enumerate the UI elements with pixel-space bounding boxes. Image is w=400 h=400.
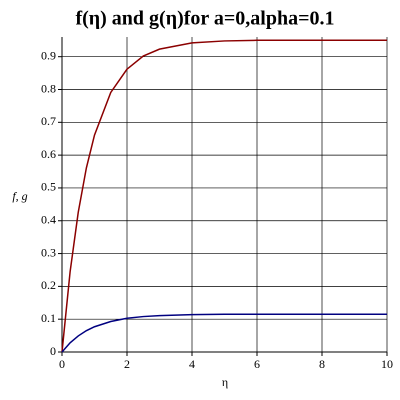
x-tick-label: 8 (319, 357, 325, 371)
x-tick-label: 6 (254, 357, 260, 371)
x-tick-label: 10 (381, 357, 393, 371)
y-tick-label: 0.6 (41, 147, 56, 161)
x-tick-label: 4 (189, 357, 195, 371)
y-tick-label: 0 (50, 344, 56, 358)
x-tick-label: 0 (59, 357, 65, 371)
y-tick-label: 0.9 (41, 48, 56, 62)
y-tick-label: 0.3 (41, 245, 56, 259)
y-tick-label: 0.7 (41, 114, 56, 128)
chart-title: f(η) and g(η)for a=0,alpha=0.1 (75, 8, 334, 30)
series-line (61, 39, 387, 353)
x-axis-label: η (222, 375, 228, 389)
y-tick-label: 0.5 (41, 180, 56, 194)
y-tick-label: 0.4 (41, 213, 56, 227)
y-tick-label: 0.8 (41, 81, 56, 95)
y-tick-label: 0.1 (41, 311, 56, 325)
series-line (61, 313, 387, 353)
y-axis-label: f, g (12, 189, 27, 203)
x-tick-label: 2 (124, 357, 130, 371)
y-tick-label: 0.2 (41, 278, 56, 292)
